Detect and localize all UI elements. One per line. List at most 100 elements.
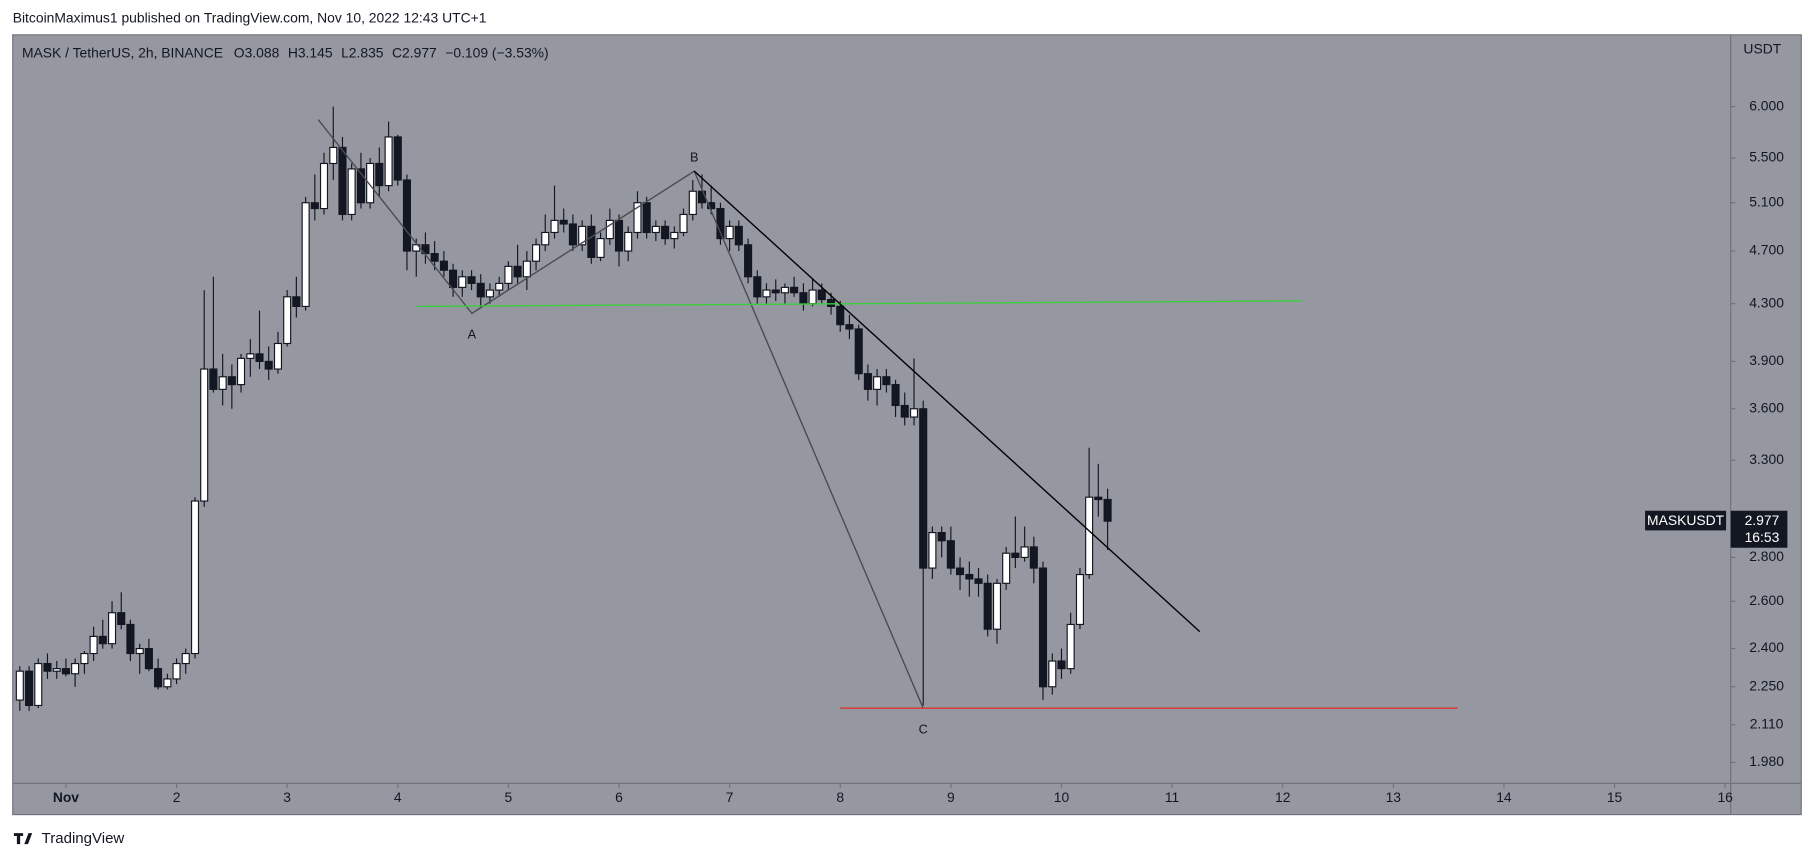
candle-body — [1020, 546, 1029, 558]
price-tag: MASKUSDT 2.977 16:53 — [1645, 510, 1788, 548]
candle-body — [80, 652, 89, 665]
candle-body — [771, 289, 780, 294]
candle-body — [356, 168, 365, 204]
candle-body — [1066, 623, 1075, 670]
candle-body — [909, 408, 919, 418]
y-tick-label: 2.800 — [1749, 548, 1784, 564]
candle-body — [633, 202, 642, 234]
x-tick-label: 8 — [836, 789, 844, 805]
candle-body — [522, 260, 531, 278]
candle-body — [135, 648, 144, 655]
wave-label: B — [690, 150, 698, 165]
candle-body — [476, 282, 485, 298]
y-tick-label: 3.600 — [1749, 399, 1784, 415]
candle-body — [1103, 498, 1112, 522]
x-tick-label: 5 — [505, 789, 513, 805]
candle-body — [992, 582, 1002, 630]
candle-body — [559, 219, 568, 225]
candle-body — [430, 252, 439, 262]
y-tick-label: 3.900 — [1749, 352, 1784, 368]
candle-body — [1094, 496, 1103, 501]
candle-body — [780, 286, 789, 294]
candle-body — [1038, 567, 1048, 688]
candle-body — [965, 573, 974, 580]
candle-body — [679, 213, 688, 234]
candle-body — [264, 360, 273, 370]
candle-body — [799, 292, 808, 305]
candle-body — [605, 219, 614, 240]
candle-body — [532, 244, 541, 262]
currency-label: USDT — [1743, 41, 1781, 57]
candle-body — [688, 190, 697, 216]
candle-body — [919, 408, 928, 569]
candle-body — [753, 276, 762, 298]
candle-body — [181, 652, 190, 665]
candle-body — [458, 276, 467, 288]
candle-body — [974, 578, 983, 584]
candle-body — [744, 244, 753, 278]
candle-body — [707, 202, 716, 210]
candle-body — [71, 662, 80, 675]
candle-body — [43, 662, 52, 672]
candle-body — [578, 225, 587, 246]
candle-body — [52, 668, 61, 672]
candle-body — [209, 368, 218, 390]
trend-line — [693, 170, 1201, 633]
x-tick-label: 7 — [726, 789, 734, 805]
y-tick-label: 4.700 — [1749, 242, 1784, 258]
candle-body — [504, 265, 513, 284]
candle-body — [596, 238, 605, 258]
candle-body — [172, 662, 181, 680]
candle-body — [34, 662, 43, 707]
candle-body — [283, 296, 292, 345]
legend-open: 3.088 — [245, 44, 280, 60]
candle-body — [1048, 660, 1057, 688]
candle-body — [301, 202, 310, 307]
y-tick-label: 3.300 — [1749, 451, 1784, 467]
candle-body — [937, 532, 946, 542]
chart-background — [12, 34, 1802, 815]
candle-body — [108, 612, 117, 645]
countdown: 16:53 — [1745, 529, 1780, 545]
x-tick-label: 15 — [1607, 789, 1623, 805]
candle-body — [808, 289, 817, 305]
candle-body — [790, 286, 799, 294]
candle-body — [845, 324, 854, 330]
x-tick-label: 2 — [173, 789, 181, 805]
candle-body — [89, 635, 98, 655]
x-tick-label: Nov — [53, 789, 79, 805]
candle-body — [614, 219, 624, 252]
candle-body — [25, 670, 34, 707]
candle-body — [61, 668, 70, 675]
candle-body — [882, 376, 891, 386]
candle-body — [983, 582, 992, 630]
candle-body — [836, 305, 845, 326]
candle-body — [154, 668, 163, 688]
last-price: 2.977 — [1745, 512, 1780, 528]
candle-body — [292, 296, 301, 307]
candle-body — [227, 376, 236, 386]
candle-body — [661, 225, 670, 240]
candle-body — [1011, 552, 1020, 558]
legend-letter: O — [234, 44, 245, 60]
x-tick-label: 6 — [615, 789, 623, 805]
support-line — [416, 300, 1302, 308]
candle-body — [1057, 660, 1066, 670]
logo-mark — [13, 833, 33, 845]
axes: 1.980 2.110 2.250 2.400 2.600 2.800 3.300 3.600… — [53, 97, 1784, 805]
legend-close: 2.977 — [402, 44, 437, 60]
candle-body — [338, 146, 347, 216]
candle-body — [725, 225, 734, 240]
legend: MASK / TetherUS, 2h, BINANCE O3.088 H3.1… — [22, 44, 549, 60]
brand-logo — [13, 833, 33, 845]
candle-body — [624, 231, 633, 252]
candle-body — [163, 678, 172, 688]
candle-body — [1085, 496, 1094, 576]
candle-body — [246, 353, 255, 359]
candle-body — [375, 162, 384, 187]
candle-body — [1002, 552, 1011, 584]
legend-title: MASK / TetherUS, 2h, BINANCE — [22, 44, 223, 60]
candle-body — [863, 373, 872, 390]
